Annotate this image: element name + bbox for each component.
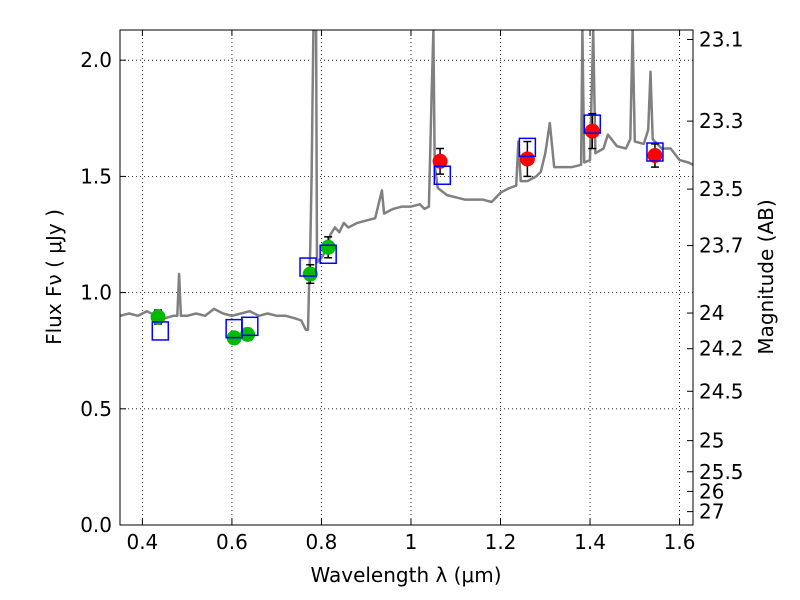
spectrum-line (120, 30, 693, 332)
x-tick-label: 0.4 (126, 530, 158, 554)
y-tick-label: 1.5 (80, 164, 112, 188)
right-tick-label: 23.3 (699, 109, 744, 133)
right-tick-label: 25 (699, 429, 724, 453)
model-box (518, 137, 537, 158)
data-point (432, 153, 448, 169)
axis-ticks: 0.4 0.6 0.8 1 1.2 1.4 1.6 0.0 0.5 1.0 1.5 2.0 23.1 23… (80, 27, 743, 554)
model-box (319, 244, 337, 265)
right-tick-label: 26 (699, 479, 724, 503)
data-point (584, 123, 600, 139)
x-tick-label: 1.6 (664, 530, 696, 554)
plot-frame (119, 29, 694, 526)
x-tick-label: 1.2 (485, 530, 517, 554)
right-tick-label: 23.5 (699, 177, 744, 201)
data-point (302, 266, 318, 282)
right-tick-label: 24 (699, 301, 724, 325)
right-axis-title: Magnitude (AB) (754, 199, 778, 354)
model-boxes (151, 114, 664, 341)
model-box (646, 142, 664, 162)
y-tick-label: 2.0 (80, 48, 112, 72)
y-axis-title: Flux Fν ( μJy ) (42, 209, 66, 345)
x-axis-title: Wavelength λ (μm) (310, 563, 501, 587)
right-tick-label: 27 (699, 500, 724, 524)
y-tick-label: 0.5 (80, 397, 112, 421)
right-tick-label: 24.5 (699, 379, 744, 403)
x-tick-label: 0.8 (306, 530, 338, 554)
right-tick-label: 25.5 (699, 460, 744, 484)
x-tick-label: 1 (405, 530, 418, 554)
grid (120, 30, 693, 526)
data-point (519, 151, 535, 167)
right-tick-label: 23.1 (699, 27, 744, 51)
model-box (151, 321, 170, 341)
model-box (433, 165, 452, 185)
data-point (647, 147, 663, 163)
data-point (320, 239, 336, 255)
x-tick-label: 0.6 (216, 530, 248, 554)
y-tick-label: 1.0 (80, 281, 112, 305)
y-tick-label: 0.0 (80, 513, 112, 537)
model-box (299, 257, 317, 277)
x-tick-label: 1.4 (574, 530, 606, 554)
right-tick-label: 24.2 (699, 337, 744, 361)
model-box (241, 316, 259, 337)
data-point (240, 326, 256, 342)
model-box (583, 114, 602, 134)
data-point (150, 309, 166, 325)
right-tick-label: 23.7 (699, 234, 744, 258)
spectrum-line-layer (120, 30, 693, 332)
data-markers (150, 123, 663, 346)
